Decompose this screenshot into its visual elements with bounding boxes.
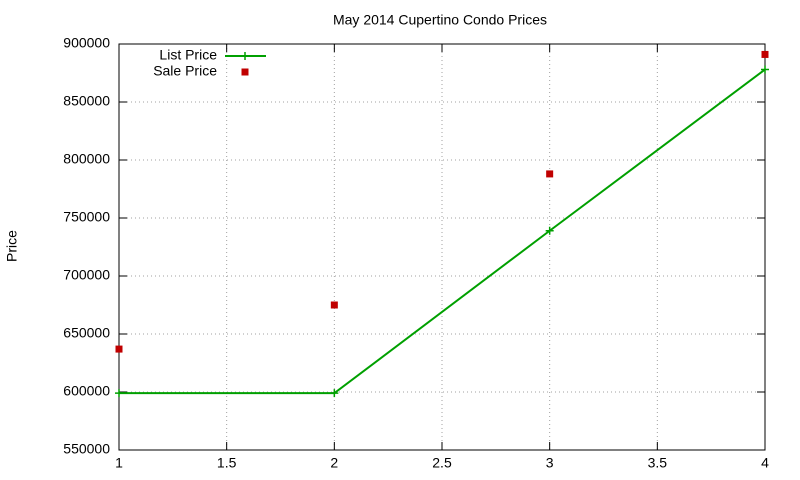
point	[115, 345, 123, 353]
y-tick-label: 750000	[63, 209, 110, 225]
series-line	[119, 68, 766, 395]
y-tick-label: 900000	[63, 35, 110, 51]
x-tick-label: 3	[546, 455, 554, 471]
y-tick-label: 700000	[63, 267, 110, 283]
x-tick-label: 3.5	[648, 455, 668, 471]
point	[330, 389, 339, 398]
x-tick-label: 2	[330, 455, 338, 471]
legend-swatch	[241, 52, 249, 60]
x-tick-label: 1	[115, 455, 123, 471]
y-tick-label: 600000	[63, 383, 110, 399]
y-tick-label: 800000	[63, 151, 110, 167]
y-tick-label: 850000	[63, 93, 110, 109]
point	[330, 301, 338, 309]
legend-label: Sale Price	[153, 63, 217, 79]
y-axis-label: Price	[4, 230, 20, 262]
legend-label: List Price	[159, 47, 217, 63]
x-tick-label: 1.5	[217, 455, 237, 471]
plot-frame	[118, 43, 766, 451]
legend-swatch	[241, 68, 249, 76]
point	[115, 389, 123, 398]
y-tick-label: 550000	[63, 441, 110, 457]
x-tick-label: 2.5	[432, 455, 452, 471]
point	[546, 170, 554, 178]
y-tick-label: 650000	[63, 325, 110, 341]
point	[761, 65, 769, 74]
point	[761, 50, 769, 58]
x-tick-label: 4	[761, 455, 769, 471]
point	[545, 226, 554, 235]
chart-title: May 2014 Cupertino Condo Prices	[333, 12, 547, 28]
